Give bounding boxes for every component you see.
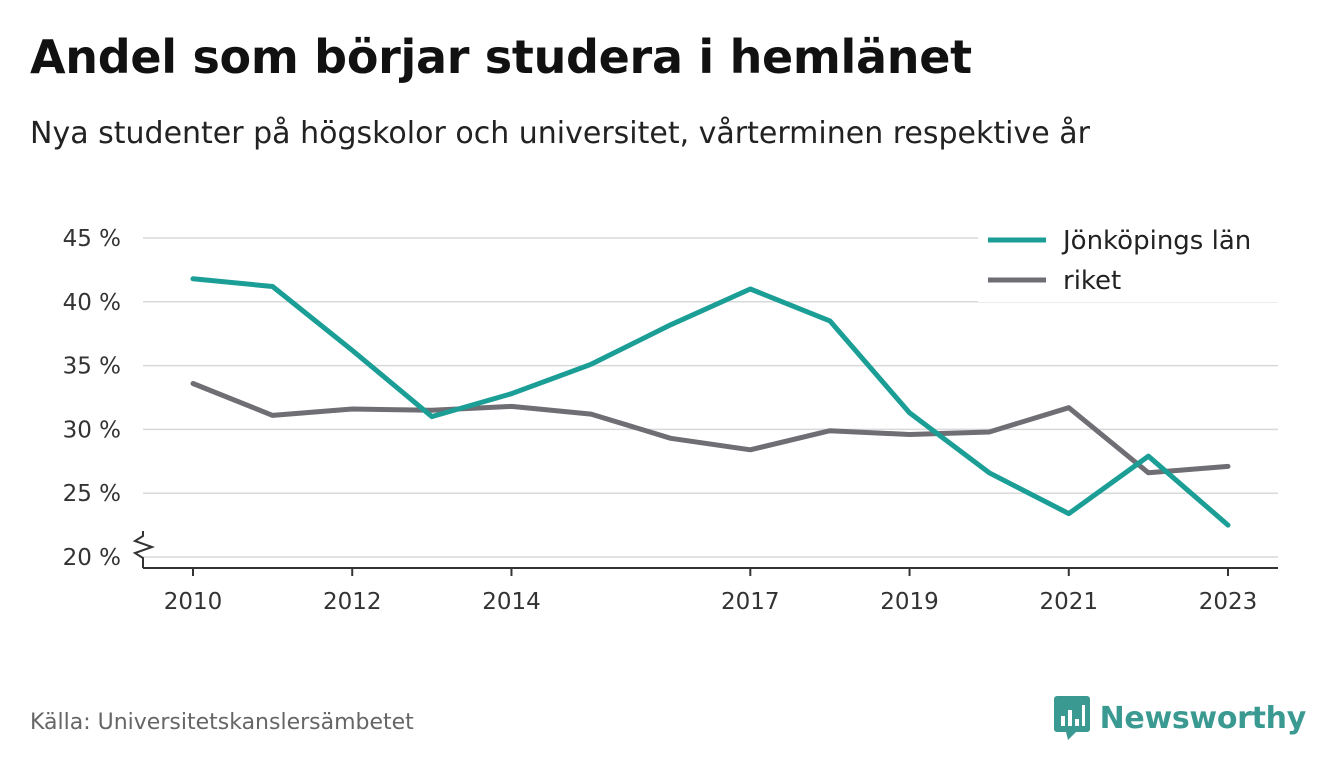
legend: Jönköpings län riket [978,218,1278,302]
y-tick-label: 25 % [63,481,121,507]
axis-break-mark [132,531,156,568]
x-tick-label: 2019 [880,589,939,615]
chart-title: Andel som börjar studera i hemlänet [30,30,972,84]
y-tick-label: 35 % [63,354,121,380]
x-tick-label: 2014 [482,589,541,615]
brand-name: Newsworthy [1099,700,1307,736]
y-tick-label: 30 % [63,417,121,443]
x-tick-label: 2017 [721,589,780,615]
y-tick-label: 20 % [63,545,121,571]
series-line-jönköpings-län [190,276,1231,528]
x-tick-label: 2023 [1199,589,1258,615]
y-axis-ticks: 20 % 25 % 30 % 35 % 40 % 45 % [63,226,121,571]
bar-chart-speech-icon [1053,696,1090,740]
y-tick-label: 40 % [63,290,121,316]
x-tick-label: 2010 [164,589,223,615]
legend-background [978,218,1278,302]
x-tick-label: 2012 [323,589,382,615]
series-lines [190,276,1231,528]
legend-label: riket [1063,266,1121,296]
x-tick-label: 2021 [1039,589,1098,615]
brand-logo: Newsworthy [1053,696,1307,740]
series-line-riket [190,381,1231,476]
x-axis: 2010 2012 2014 2017 2019 2021 2023 [132,531,1278,615]
legend-label: Jönköpings län [1061,226,1251,256]
chart-subtitle: Nya studenter på högskolor och universit… [30,116,1090,151]
line-chart: 20 %25 %30 %35 %40 %45 % 2010 2012 2014 201… [62,218,1278,615]
y-tick-label: 45 % [63,226,121,252]
source-note: Källa: Universitetskanslersämbetet [30,710,414,735]
